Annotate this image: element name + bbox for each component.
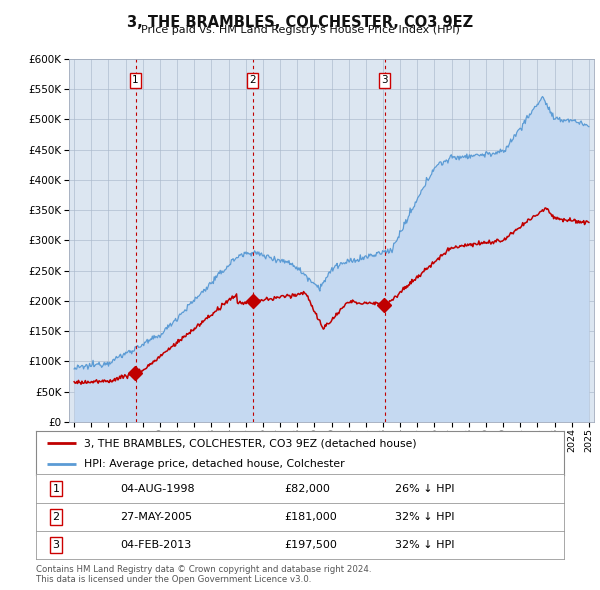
Text: 2: 2 bbox=[53, 512, 59, 522]
Text: Contains HM Land Registry data © Crown copyright and database right 2024.: Contains HM Land Registry data © Crown c… bbox=[36, 565, 371, 574]
Text: 2: 2 bbox=[249, 75, 256, 85]
Text: £197,500: £197,500 bbox=[284, 540, 337, 550]
Text: 1: 1 bbox=[53, 484, 59, 493]
Text: 04-FEB-2013: 04-FEB-2013 bbox=[121, 540, 192, 550]
Text: 32% ↓ HPI: 32% ↓ HPI bbox=[395, 540, 455, 550]
Text: 3: 3 bbox=[53, 540, 59, 550]
Text: 3, THE BRAMBLES, COLCHESTER, CO3 9EZ: 3, THE BRAMBLES, COLCHESTER, CO3 9EZ bbox=[127, 15, 473, 30]
Text: This data is licensed under the Open Government Licence v3.0.: This data is licensed under the Open Gov… bbox=[36, 575, 311, 584]
Text: 32% ↓ HPI: 32% ↓ HPI bbox=[395, 512, 455, 522]
Text: 1: 1 bbox=[132, 75, 139, 85]
Text: 3: 3 bbox=[381, 75, 388, 85]
Text: 27-MAY-2005: 27-MAY-2005 bbox=[121, 512, 193, 522]
Text: 3, THE BRAMBLES, COLCHESTER, CO3 9EZ (detached house): 3, THE BRAMBLES, COLCHESTER, CO3 9EZ (de… bbox=[83, 438, 416, 448]
Text: 04-AUG-1998: 04-AUG-1998 bbox=[121, 484, 195, 493]
Text: £82,000: £82,000 bbox=[284, 484, 330, 493]
Text: HPI: Average price, detached house, Colchester: HPI: Average price, detached house, Colc… bbox=[83, 459, 344, 469]
Text: £181,000: £181,000 bbox=[284, 512, 337, 522]
Text: 26% ↓ HPI: 26% ↓ HPI bbox=[395, 484, 455, 493]
Text: Price paid vs. HM Land Registry's House Price Index (HPI): Price paid vs. HM Land Registry's House … bbox=[140, 25, 460, 35]
